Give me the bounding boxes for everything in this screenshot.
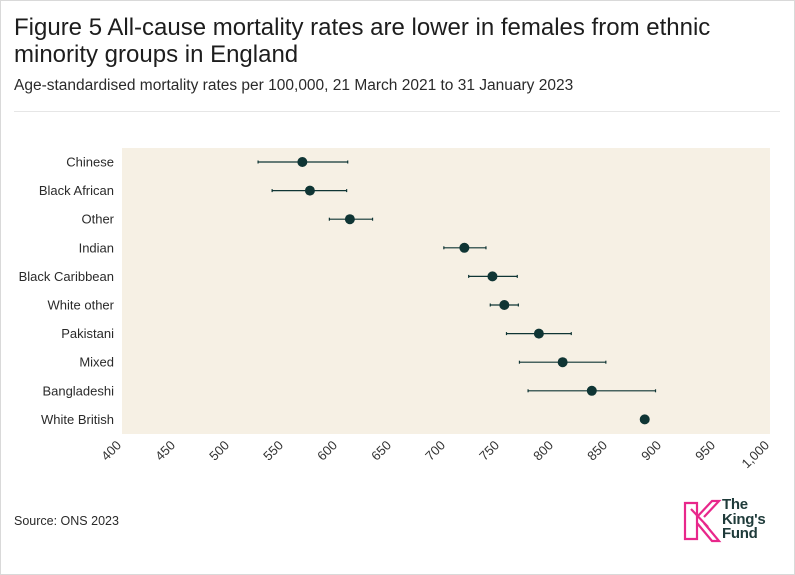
source-note: Source: ONS 2023 [14,514,119,528]
category-label: Black Caribbean [19,269,114,284]
kings-fund-k-mark-icon [683,499,722,543]
data-row-bangladeshi: Bangladeshi [42,383,657,398]
x-tick-label: 400 [98,438,124,464]
data-row-black-african: Black African [39,183,348,198]
data-point [487,271,498,282]
category-label: Chinese [66,155,114,170]
x-tick-label: 500 [206,438,232,464]
data-point [344,214,355,225]
kings-fund-wordmark: The King's Fund [722,496,766,542]
data-point [297,157,308,167]
logo-line-the: The [722,496,748,513]
logo-line-fund: Fund [722,525,758,542]
data-point [586,385,597,396]
data-row-chinese: Chinese [66,155,349,170]
data-row-pakistani: Pakistani [61,326,572,341]
data-point [459,242,470,253]
category-label: White other [48,298,115,313]
x-tick-label: 1,000 [739,438,773,472]
category-label: Mixed [79,355,114,370]
data-row-white-other: White other [48,298,519,313]
kings-fund-logo: The King's Fund [682,497,777,547]
category-label: Bangladeshi [42,383,114,398]
logo-line-kings: King's [722,510,766,528]
category-label: Indian [79,240,114,255]
x-tick-label: 600 [314,438,340,464]
category-label: White British [41,412,114,427]
x-tick-label: 450 [152,438,178,464]
x-tick-label: 700 [422,438,448,464]
data-point [533,328,544,339]
category-label: Other [81,212,114,227]
title-divider [14,111,780,112]
data-row-other: Other [81,212,374,227]
data-point [557,357,568,368]
x-tick-label: 650 [368,438,394,464]
x-tick-label: 550 [260,438,286,464]
x-tick-label: 850 [584,438,610,464]
x-tick-label: 950 [692,438,718,464]
data-row-white-british: White British [41,412,650,427]
data-row-mixed: Mixed [79,355,607,370]
plot-panel [122,148,770,434]
data-point [304,185,315,196]
figure-subtitle: Age-standardised mortality rates per 100… [14,77,574,94]
figure-title: Figure 5 All-cause mortality rates are l… [14,14,711,68]
x-tick-label: 750 [476,438,502,464]
x-tick-label: 800 [530,438,556,464]
category-label: Black African [39,183,114,198]
data-row-indian: Indian [79,240,487,255]
x-tick-label: 900 [638,438,664,464]
data-row-black-caribbean: Black Caribbean [19,269,518,284]
data-point [639,414,650,425]
category-label: Pakistani [61,326,114,341]
data-point [499,300,510,310]
